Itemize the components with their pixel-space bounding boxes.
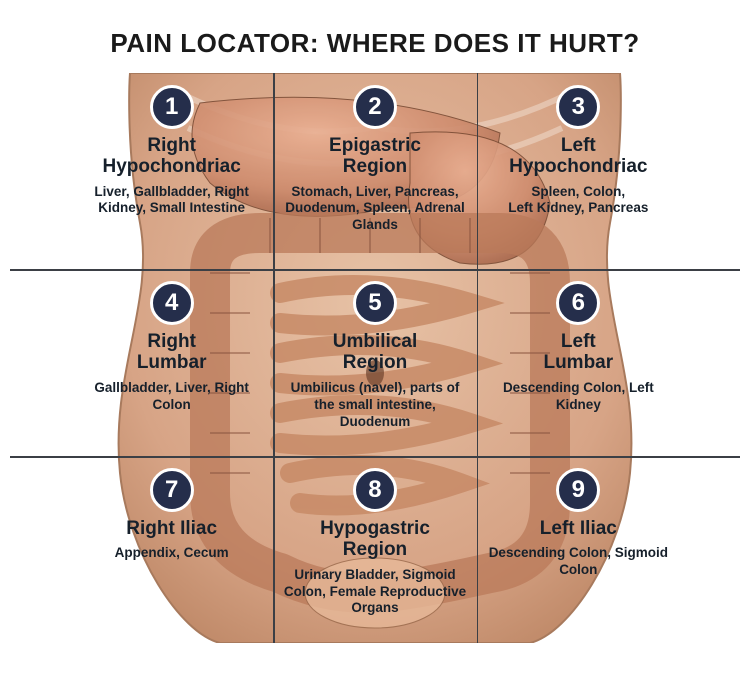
region-badge: 6 [556, 281, 600, 325]
region-3[interactable]: 3 LeftHypochondriac Spleen, Colon,Left K… [477, 73, 680, 269]
region-name: LeftHypochondriac [509, 135, 647, 178]
region-name: HypogastricRegion [320, 518, 430, 561]
region-grid: 1 RightHypochondriac Liver, Gallbladder,… [70, 73, 680, 643]
region-badge: 7 [150, 468, 194, 512]
region-organs: Appendix, Cecum [115, 545, 229, 562]
region-organs: Descending Colon, Sigmoid Colon [487, 545, 670, 579]
region-name: Left Iliac [540, 518, 617, 539]
region-organs: Stomach, Liver, Pancreas, Duodenum, Sple… [283, 184, 466, 235]
region-organs: Gallbladder, Liver, Right Colon [80, 380, 263, 414]
region-7[interactable]: 7 Right Iliac Appendix, Cecum [70, 456, 273, 643]
region-name: EpigastricRegion [329, 135, 421, 178]
region-name: LeftLumbar [543, 331, 613, 374]
region-badge: 2 [353, 85, 397, 129]
page-title: PAIN LOCATOR: WHERE DOES IT HURT? [0, 0, 750, 73]
region-badge: 5 [353, 281, 397, 325]
abdominal-diagram: 1 RightHypochondriac Liver, Gallbladder,… [70, 73, 680, 643]
region-organs: Liver, Gallbladder, Right Kidney, Small … [80, 184, 263, 218]
region-9[interactable]: 9 Left Iliac Descending Colon, Sigmoid C… [477, 456, 680, 643]
region-badge: 8 [353, 468, 397, 512]
region-badge: 9 [556, 468, 600, 512]
region-1[interactable]: 1 RightHypochondriac Liver, Gallbladder,… [70, 73, 273, 269]
region-name: RightHypochondriac [103, 135, 241, 178]
region-5[interactable]: 5 UmbilicalRegion Umbilicus (navel), par… [273, 269, 476, 456]
region-8[interactable]: 8 HypogastricRegion Urinary Bladder, Sig… [273, 456, 476, 643]
region-badge: 1 [150, 85, 194, 129]
region-organs: Descending Colon, Left Kidney [487, 380, 670, 414]
region-name: UmbilicalRegion [333, 331, 417, 374]
region-name: Right Iliac [126, 518, 217, 539]
region-6[interactable]: 6 LeftLumbar Descending Colon, Left Kidn… [477, 269, 680, 456]
region-badge: 3 [556, 85, 600, 129]
region-organs: Umbilicus (navel), parts of the small in… [283, 380, 466, 431]
region-organs: Urinary Bladder, Sigmoid Colon, Female R… [283, 567, 466, 618]
region-organs: Spleen, Colon,Left Kidney, Pancreas [508, 184, 648, 218]
region-badge: 4 [150, 281, 194, 325]
region-2[interactable]: 2 EpigastricRegion Stomach, Liver, Pancr… [273, 73, 476, 269]
region-4[interactable]: 4 RightLumbar Gallbladder, Liver, Right … [70, 269, 273, 456]
region-name: RightLumbar [137, 331, 207, 374]
page: PAIN LOCATOR: WHERE DOES IT HURT? [0, 0, 750, 700]
